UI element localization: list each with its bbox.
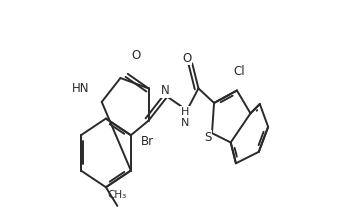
Text: H
N: H N — [181, 107, 189, 128]
Text: O: O — [183, 52, 192, 65]
Text: HN: HN — [72, 82, 89, 95]
Text: Cl: Cl — [234, 65, 245, 78]
Text: S: S — [204, 131, 212, 144]
Text: CH₃: CH₃ — [108, 190, 127, 200]
Text: Br: Br — [141, 135, 154, 148]
Text: O: O — [132, 49, 141, 62]
Text: N: N — [160, 84, 169, 97]
